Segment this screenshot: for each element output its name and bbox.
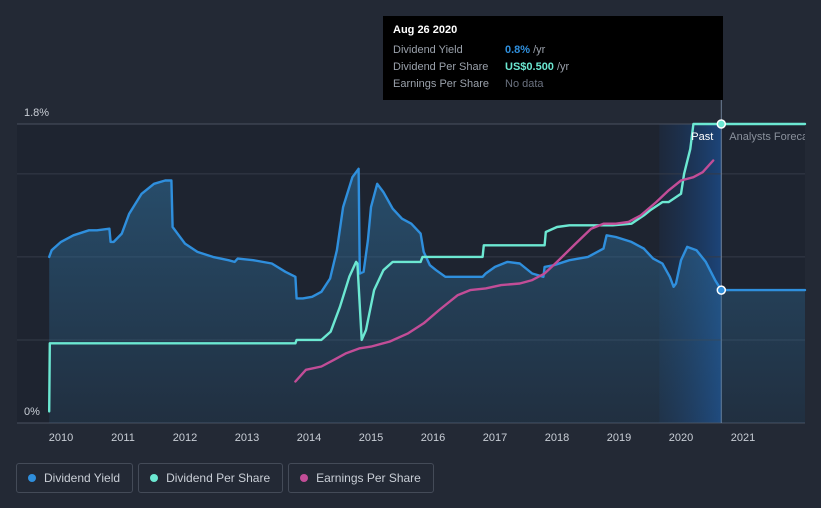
legend-item-earnings-per-share[interactable]: Earnings Per Share bbox=[288, 463, 434, 493]
series-line-earnings-per-share bbox=[294, 159, 715, 383]
highlight-point-dividend-per-share bbox=[716, 119, 727, 129]
x-tick-label: 2014 bbox=[297, 432, 321, 444]
tooltip-value: US$0.500 bbox=[505, 60, 554, 73]
tooltip-date: Aug 26 2020 bbox=[393, 24, 458, 36]
x-tick-label: 2020 bbox=[669, 432, 693, 444]
legend-swatch bbox=[28, 474, 36, 482]
tooltip-row-dividend-per-share: Dividend Per Share US$0.500 /yr bbox=[393, 58, 713, 75]
legend-item-dividend-per-share[interactable]: Dividend Per Share bbox=[138, 463, 284, 493]
x-tick-label: 2017 bbox=[483, 432, 507, 444]
tooltip-value: 0.8% bbox=[505, 43, 531, 56]
tooltip-row-earnings-per-share: Earnings Per Share No data bbox=[393, 75, 713, 92]
y-tick-label: 0% bbox=[24, 406, 40, 418]
tooltip-value: No data bbox=[505, 77, 544, 90]
legend-swatch bbox=[300, 474, 309, 482]
series-line-dividend-per-share bbox=[48, 122, 807, 413]
x-tick-label: 2011 bbox=[111, 432, 135, 444]
tooltip: Aug 26 2020 Dividend Yield 0.8% /yr Divi… bbox=[383, 16, 723, 100]
x-tick-label: 2018 bbox=[545, 432, 569, 444]
legend-label: Earnings Per Share bbox=[316, 471, 421, 485]
dividend-yield-area bbox=[49, 168, 805, 423]
x-tick-label: 2015 bbox=[359, 432, 383, 444]
tooltip-label: Earnings Per Share bbox=[393, 77, 489, 90]
legend-label: Dividend Per Share bbox=[166, 471, 271, 485]
tooltip-unit: /yr bbox=[533, 43, 546, 56]
x-tick-label: 2016 bbox=[421, 432, 445, 444]
x-tick-label: 2021 bbox=[731, 432, 755, 444]
x-tick-label: 2010 bbox=[49, 432, 73, 444]
tooltip-row-dividend-yield: Dividend Yield 0.8% /yr bbox=[393, 41, 713, 58]
y-tick-label: 1.8% bbox=[24, 107, 49, 119]
tooltip-label: Dividend Per Share bbox=[393, 60, 489, 73]
legend-item-dividend-yield[interactable]: Dividend Yield bbox=[16, 463, 134, 493]
legend: Dividend Yield Dividend Per Share Earnin… bbox=[16, 463, 434, 493]
tooltip-unit: /yr bbox=[556, 60, 570, 73]
forecast-label: Analysts Forecasts bbox=[729, 131, 821, 143]
highlight-point-dividend-yield bbox=[716, 285, 727, 295]
x-tick-label: 2019 bbox=[607, 432, 631, 444]
legend-swatch bbox=[150, 474, 159, 482]
legend-label: Dividend Yield bbox=[44, 471, 121, 485]
tooltip-label: Dividend Yield bbox=[393, 43, 463, 56]
past-label: Past bbox=[691, 131, 713, 143]
x-tick-label: 2012 bbox=[173, 432, 197, 444]
x-tick-label: 2013 bbox=[235, 432, 259, 444]
series-line-dividend-yield bbox=[48, 167, 807, 300]
